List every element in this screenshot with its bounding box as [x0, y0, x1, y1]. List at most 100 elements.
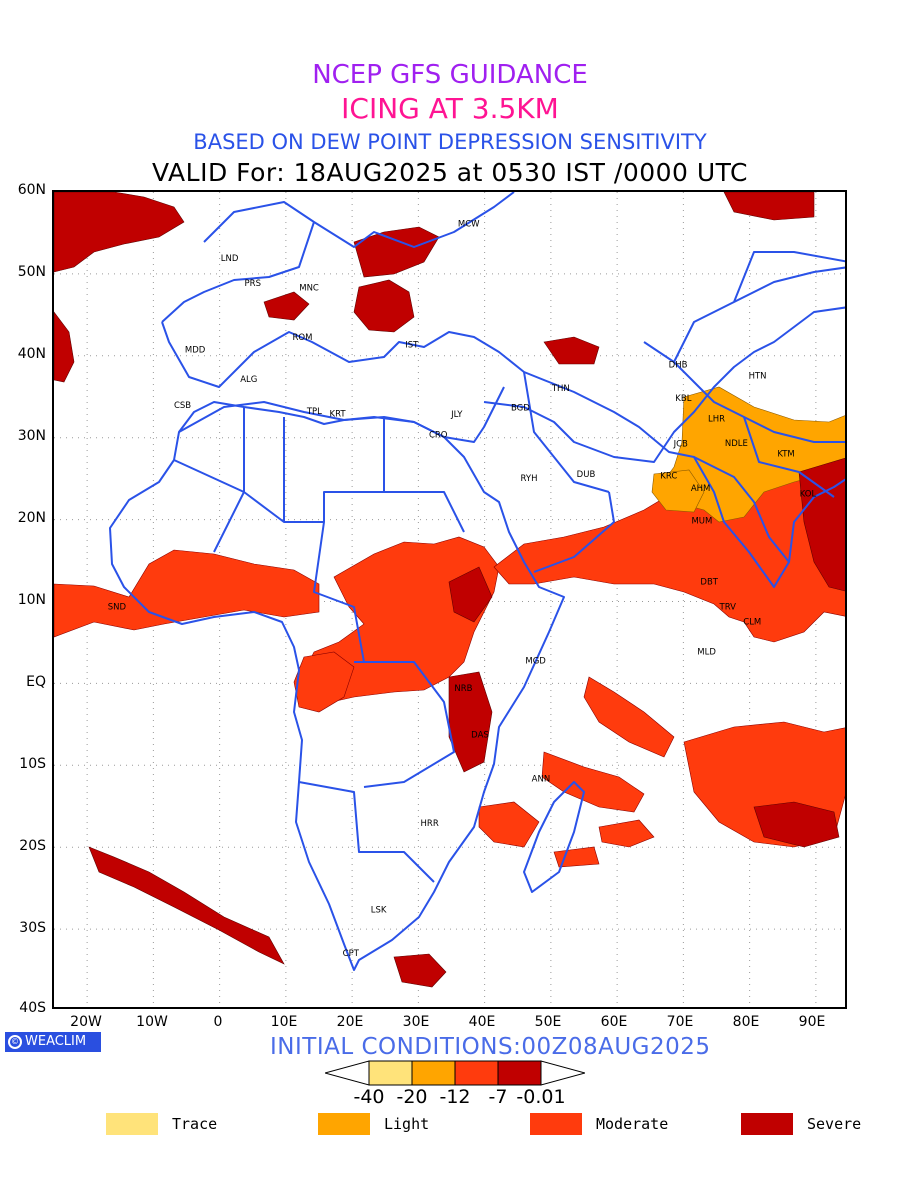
scale-label: -12 [439, 1086, 471, 1108]
legend-swatch [106, 1113, 158, 1135]
europe-north [161, 192, 515, 323]
station-label-ist: IST [405, 341, 419, 351]
legend-label: Severe [807, 1115, 862, 1133]
coastlines-and-borders [109, 192, 845, 971]
middle-east-borders [483, 306, 845, 573]
icing-severe-southatlantic [88, 846, 285, 965]
lon-tick: 0 [213, 1014, 223, 1030]
station-label-alg: ALG [240, 375, 257, 385]
icing-severe-alps [263, 291, 310, 321]
legend-label: Moderate [596, 1115, 669, 1133]
station-label-snd: SND [108, 603, 127, 613]
lon-tick: 10W [136, 1014, 168, 1030]
africa-borders [173, 407, 465, 883]
station-label-kol: KOL [800, 490, 817, 500]
legend-light: Light [318, 1112, 429, 1136]
legend-severe: Severe [741, 1112, 861, 1136]
icing-moderate-sea-2 [553, 846, 600, 868]
station-label-thn: THN [551, 384, 570, 394]
icing-severe-caspian [543, 336, 600, 365]
station-label-kbl: KBL [675, 394, 691, 404]
station-labels: MCW LND PRS MNC ROM MDD IST ALG CSB TPL KRT JLY CRO B… [108, 219, 817, 959]
station-label-nrb: NRB [454, 684, 472, 694]
lon-tick: 30E [402, 1014, 430, 1030]
logo-text: WEACLIM [25, 1034, 87, 1049]
map-panel: MCW LND PRS MNC ROM MDD IST ALG CSB TPL KRT JLY CRO B… [52, 190, 847, 1009]
legend-swatch [530, 1113, 582, 1135]
lon-tick: 40E [468, 1014, 496, 1030]
station-label-jly: JLY [450, 410, 463, 420]
station-label-mld: MLD [697, 648, 716, 658]
lon-tick: 60E [600, 1014, 628, 1030]
scale-cell-trace [368, 1060, 413, 1086]
lat-tick: 20N [17, 510, 46, 526]
station-label-lnd: LND [221, 254, 239, 264]
scale-cell-moderate [454, 1060, 499, 1086]
lat-tick: EQ [26, 674, 46, 690]
legend-label: Trace [172, 1115, 218, 1133]
legend-trace: Trace [106, 1112, 217, 1136]
icing-light-gujarat [651, 469, 705, 513]
station-label-cro: CRO [429, 431, 448, 441]
icing-moderate-madagascar [541, 751, 645, 813]
station-label-trv: TRV [719, 603, 737, 613]
color-scale-bar [325, 1060, 585, 1086]
legend-moderate: Moderate [530, 1112, 668, 1136]
lon-tick: 50E [534, 1014, 562, 1030]
scale-label: -40 [353, 1086, 385, 1108]
scale-left-arrow [325, 1060, 370, 1086]
icing-severe-bay-bengal [798, 457, 845, 592]
station-label-krc: KRC [660, 472, 677, 482]
station-label-cpt: CPT [343, 949, 360, 959]
title-model: NCEP GFS GUIDANCE [312, 60, 588, 90]
lon-tick: 10E [270, 1014, 298, 1030]
station-label-mdd: MDD [185, 346, 206, 356]
icing-severe-siberia [723, 192, 815, 221]
station-label-ktm: KTM [777, 450, 794, 460]
station-label-ndle: NDLE [725, 439, 748, 449]
scale-label: -7 [488, 1086, 508, 1108]
icing-moderate-congo [293, 651, 355, 713]
icing-moderate-sea-1 [598, 819, 655, 848]
icing-moderate-indian-ocean-west [583, 676, 675, 758]
station-label-dbt: DBT [700, 577, 718, 587]
initial-conditions: INITIAL CONDITIONS:00Z08AUG2025 [270, 1034, 711, 1060]
icing-severe-kenya [448, 671, 493, 773]
station-label-bgd: BGD [511, 404, 530, 414]
station-label-dub: DUB [577, 470, 596, 480]
title-valid-time: VALID For: 18AUG2025 at 0530 IST /0000 U… [152, 158, 748, 187]
icing-severe-ethiopia-core [448, 566, 493, 623]
scale-cell-light [411, 1060, 456, 1086]
station-label-ann: ANN [532, 775, 551, 785]
map-canvas: MCW LND PRS MNC ROM MDD IST ALG CSB TPL KRT JLY CRO B… [54, 192, 845, 1007]
icing-severe-ukraine [353, 226, 440, 278]
lat-tick: 30N [17, 428, 46, 444]
station-label-htn: HTN [749, 372, 767, 382]
station-label-ahm: AHM [691, 484, 711, 494]
station-label-prs: PRS [245, 279, 261, 289]
legend-swatch [741, 1113, 793, 1135]
icing-moderate-westafrica [54, 549, 320, 638]
lat-tick: 10S [19, 756, 46, 772]
scale-labels: -40 -20 -12 -7 -0.01 [325, 1086, 585, 1110]
europe-coast [161, 321, 845, 588]
station-label-hrr: HRR [421, 819, 439, 829]
title-product: ICING AT 3.5KM [341, 92, 559, 125]
mediterranean-south [178, 386, 505, 443]
station-label-krt: KRT [330, 409, 347, 419]
icing-moderate-mozambique [478, 801, 540, 848]
lat-tick: 50N [17, 264, 46, 280]
station-label-mcw: MCW [458, 219, 480, 229]
station-label-ryh: RYH [521, 474, 538, 484]
india-borders [693, 416, 835, 563]
station-label-jcb: JCB [673, 440, 688, 450]
lat-tick: 10N [17, 592, 46, 608]
scale-label: -0.01 [516, 1086, 566, 1108]
title-method: BASED ON DEW POINT DEPRESSION SENSITIVIT… [193, 130, 707, 154]
logo-circle-icon: © [8, 1035, 22, 1049]
station-label-lhr: LHR [708, 414, 725, 424]
station-label-csb: CSB [174, 401, 191, 411]
asia-borders [643, 251, 845, 443]
icing-severe-black-sea [353, 279, 415, 333]
weaclim-logo[interactable]: © WEACLIM [5, 1032, 101, 1052]
